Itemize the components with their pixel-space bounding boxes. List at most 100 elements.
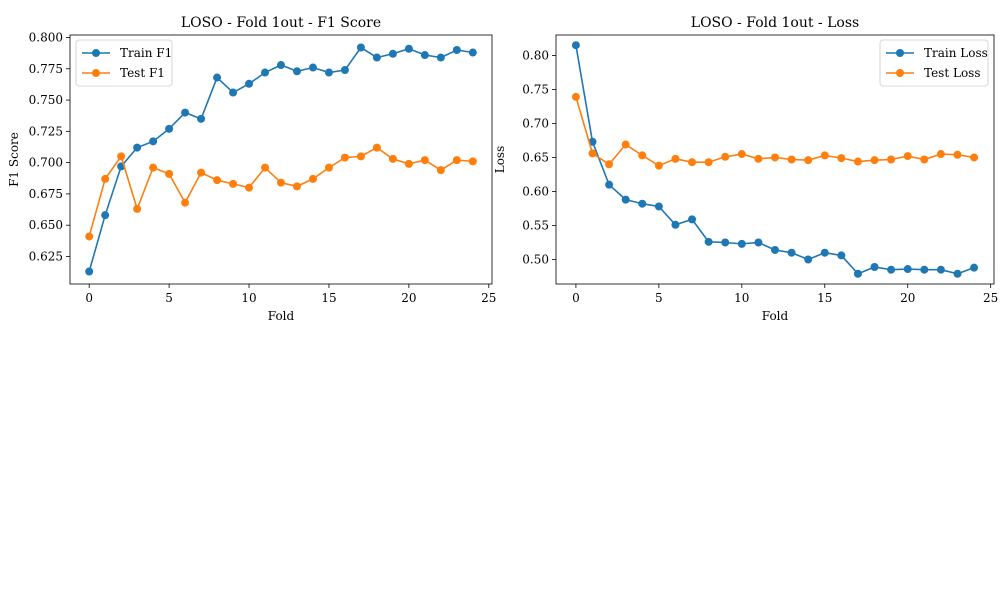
data-point xyxy=(820,248,829,257)
data-point xyxy=(324,68,333,77)
data-point xyxy=(638,151,647,160)
data-point xyxy=(308,174,317,183)
series-train-loss xyxy=(571,41,979,278)
data-point xyxy=(920,265,929,274)
axes-frame xyxy=(555,34,995,285)
data-point xyxy=(245,79,254,88)
data-point xyxy=(936,265,945,274)
data-point xyxy=(165,169,174,178)
x-axis-label: Fold xyxy=(268,309,295,323)
data-point xyxy=(340,66,349,75)
data-point xyxy=(953,150,962,159)
data-point xyxy=(704,158,713,167)
legend-label: Train Loss xyxy=(924,46,988,60)
y-tick-label: 0.800 xyxy=(29,31,63,45)
x-tick-label: 10 xyxy=(734,291,749,305)
series-test-loss xyxy=(571,92,979,170)
data-point xyxy=(356,43,365,52)
data-point xyxy=(404,44,413,53)
data-point xyxy=(436,166,445,175)
data-point xyxy=(452,156,461,165)
y-tick-label: 0.675 xyxy=(29,187,63,201)
data-point xyxy=(261,163,270,172)
x-tick-label: 0 xyxy=(85,291,93,305)
data-point xyxy=(953,269,962,278)
data-point xyxy=(754,238,763,247)
data-point xyxy=(804,255,813,264)
data-point xyxy=(771,153,779,162)
x-tick-label: 25 xyxy=(983,291,998,305)
data-point xyxy=(970,153,979,162)
f1-score-chart: LOSO - Fold 1out - F1 Score Fold F1 Scor… xyxy=(7,15,496,323)
data-point xyxy=(737,150,746,159)
data-point xyxy=(85,232,94,241)
data-point xyxy=(870,262,879,271)
series-test-f1 xyxy=(85,143,477,241)
data-point xyxy=(372,143,381,152)
data-point xyxy=(324,163,333,172)
data-point xyxy=(388,49,397,58)
legend-label: Test Loss xyxy=(924,66,980,80)
y-tick-label: 0.50 xyxy=(522,253,549,267)
data-point xyxy=(787,248,796,257)
data-point xyxy=(340,153,349,162)
data-point xyxy=(149,163,158,172)
data-point xyxy=(853,269,862,278)
data-point xyxy=(771,245,779,254)
data-point xyxy=(820,151,829,160)
x-tick-label: 5 xyxy=(655,291,663,305)
x-tick-label: 20 xyxy=(401,291,416,305)
data-point xyxy=(277,178,285,187)
data-point xyxy=(688,158,697,167)
x-axis-label: Fold xyxy=(762,309,789,323)
data-point xyxy=(903,152,912,161)
data-point xyxy=(133,204,142,213)
data-point xyxy=(292,67,301,76)
data-point xyxy=(721,238,730,247)
data-point xyxy=(754,154,763,163)
data-point xyxy=(277,61,285,70)
data-point xyxy=(654,161,663,170)
data-point xyxy=(688,215,697,224)
data-point xyxy=(920,155,929,164)
legend: Train Loss Test Loss xyxy=(879,39,989,87)
data-point xyxy=(308,63,317,72)
data-point xyxy=(181,108,190,117)
data-point xyxy=(704,237,713,246)
y-tick-label: 0.65 xyxy=(522,150,549,164)
data-point xyxy=(356,152,365,161)
data-point xyxy=(197,114,206,123)
y-tick-label: 0.70 xyxy=(522,116,549,130)
data-point xyxy=(970,263,979,272)
y-tick-label: 0.55 xyxy=(522,218,549,232)
legend: Train F1 Test F1 xyxy=(75,39,173,87)
data-point xyxy=(671,154,680,163)
data-point xyxy=(936,150,945,159)
y-tick-label: 0.80 xyxy=(522,48,549,62)
data-point xyxy=(787,155,796,164)
data-point xyxy=(213,73,222,82)
legend-box xyxy=(75,39,173,87)
x-tick-label: 25 xyxy=(481,291,496,305)
data-point xyxy=(571,41,580,50)
data-point xyxy=(245,183,254,192)
legend-box xyxy=(879,39,989,87)
series-line xyxy=(88,146,473,237)
legend-swatch-marker xyxy=(896,69,904,77)
data-point xyxy=(468,157,477,166)
legend-swatch-marker xyxy=(896,49,904,57)
data-point xyxy=(621,140,630,149)
x-tick-label: 5 xyxy=(165,291,173,305)
legend-swatch-marker xyxy=(92,49,100,57)
y-tick-label: 0.750 xyxy=(29,93,63,107)
data-point xyxy=(671,220,680,229)
x-tick-label: 10 xyxy=(241,291,256,305)
y-axis-label: Loss xyxy=(493,146,507,174)
legend-label: Train F1 xyxy=(120,46,172,60)
data-point xyxy=(149,137,158,146)
y-tick-label: 0.700 xyxy=(29,156,63,170)
chart-title: LOSO - Fold 1out - Loss xyxy=(691,15,859,31)
data-point xyxy=(721,152,730,161)
data-point xyxy=(261,68,270,77)
data-point xyxy=(420,51,429,60)
